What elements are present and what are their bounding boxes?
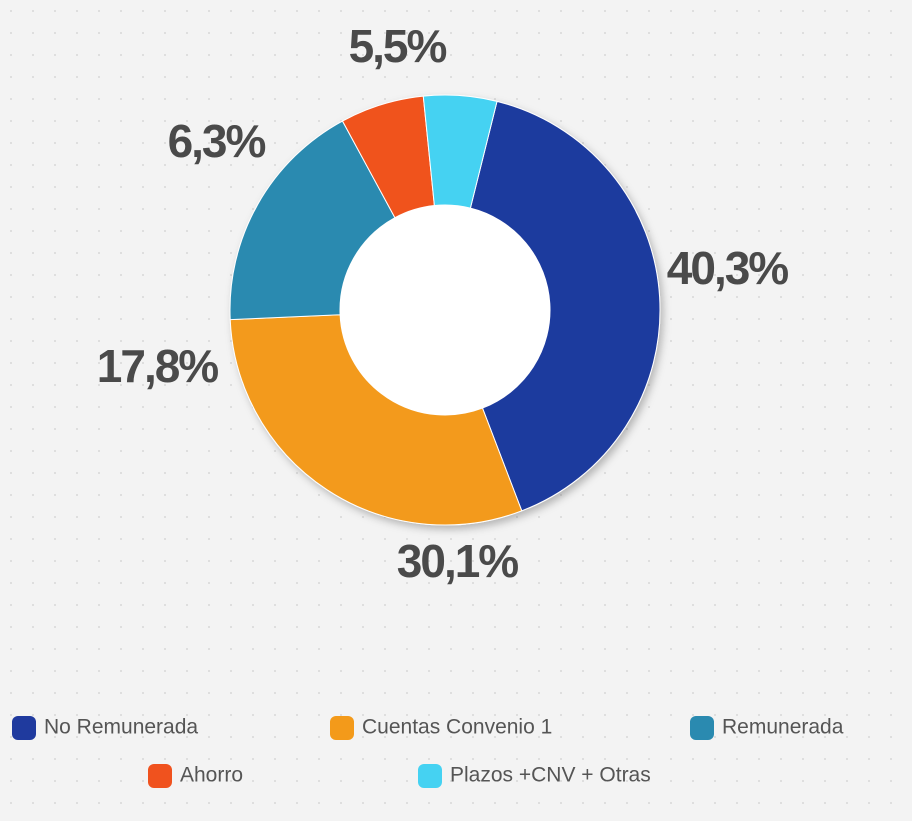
value-label: 6,3% <box>168 115 266 167</box>
legend-label: Cuentas Convenio 1 <box>362 716 552 739</box>
value-label: 17,8% <box>97 340 219 392</box>
legend-swatch <box>418 764 442 788</box>
legend-label: Ahorro <box>180 764 243 787</box>
legend-swatch <box>690 716 714 740</box>
legend-swatch <box>148 764 172 788</box>
legend-swatch <box>330 716 354 740</box>
donut-hole <box>340 205 550 415</box>
value-label: 30,1% <box>397 535 519 587</box>
legend-label: Remunerada <box>722 716 844 739</box>
value-label: 5,5% <box>349 20 447 72</box>
legend-swatch <box>12 716 36 740</box>
legend-label: No Remunerada <box>44 716 198 739</box>
legend-label: Plazos +CNV + Otras <box>450 764 651 787</box>
value-label: 40,3% <box>667 242 789 294</box>
donut <box>229 94 661 526</box>
